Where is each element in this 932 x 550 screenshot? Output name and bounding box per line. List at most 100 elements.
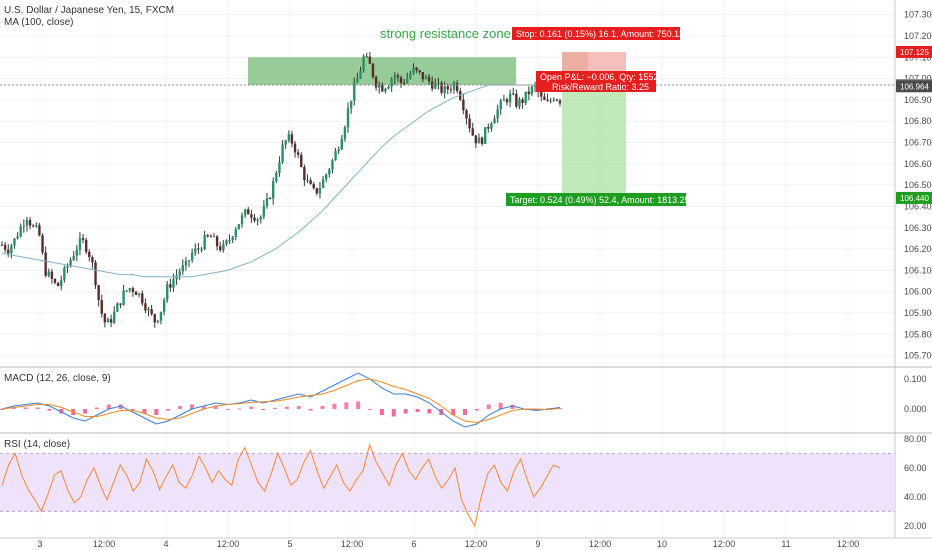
time-tick-label: 4 xyxy=(163,539,168,549)
candle-body xyxy=(499,100,502,110)
candle-body xyxy=(346,108,350,128)
time-tick-label: 12:00 xyxy=(589,539,612,549)
price-tick-label: 106.600 xyxy=(904,159,932,169)
candle-body xyxy=(44,252,47,276)
macd-bar xyxy=(379,409,384,415)
price-badge-label: 107.125 xyxy=(900,48,929,57)
price-pane[interactable] xyxy=(0,0,895,366)
time-tick-label: 12:00 xyxy=(837,539,860,549)
ma-line xyxy=(1,84,560,278)
candle-body xyxy=(415,67,418,71)
price-tick-label: 107.200 xyxy=(904,31,932,41)
candle-body xyxy=(31,225,35,227)
candle-body xyxy=(421,72,425,80)
candle-body xyxy=(487,126,490,129)
candle-body xyxy=(203,235,206,250)
candle-body xyxy=(530,86,534,95)
time-tick-label: 5 xyxy=(287,539,292,549)
time-axis[interactable]: 3 12:00 4 12:00 5 12:00 6 12:00 9 12:00 10 12:00 11 1… xyxy=(37,539,859,549)
candle-body xyxy=(247,209,250,215)
target-label-bg xyxy=(506,193,686,206)
candle-body xyxy=(137,293,141,295)
candle-body xyxy=(377,84,381,88)
candle-body xyxy=(518,99,521,107)
rsi-tick-label: 40.00 xyxy=(904,492,927,502)
candle-body xyxy=(0,244,4,246)
macd-bar xyxy=(451,409,456,415)
stop-label[interactable]: Stop: 0.161 (0.15%) 16.1, Amount: 750.13 xyxy=(516,29,684,39)
candle-body xyxy=(328,169,331,175)
macd-legend[interactable]: MACD (12, 26, close, 9) xyxy=(4,373,111,384)
macd-bar xyxy=(106,404,111,409)
candle-body xyxy=(144,303,147,311)
time-tick-label: 10 xyxy=(657,539,667,549)
candle-body xyxy=(50,271,54,279)
macd-tick-label: 0.000 xyxy=(904,404,927,414)
candle-body xyxy=(483,126,487,144)
candle-body xyxy=(555,99,559,101)
candle-body xyxy=(47,271,50,276)
candle-body xyxy=(508,93,512,103)
candle-body xyxy=(19,226,22,237)
price-axis[interactable]: 107.300107.200107.100107.000106.900106.8… xyxy=(904,10,932,361)
candle-body xyxy=(243,209,247,216)
candle-body xyxy=(365,56,368,58)
macd-bar xyxy=(225,409,230,410)
candle-body xyxy=(371,63,375,77)
candle-body xyxy=(219,246,222,251)
rsi-axis[interactable]: 80.00 60.00 40.00 20.00 xyxy=(904,434,927,531)
candle-body xyxy=(490,123,493,129)
price-tick-label: 106.900 xyxy=(904,95,932,105)
price-badge-bg xyxy=(896,191,932,204)
candle-body xyxy=(91,257,94,263)
candle-body xyxy=(94,262,97,286)
macd-bar xyxy=(178,406,183,409)
price-badge: 106.440 xyxy=(896,191,932,204)
rsi-legend[interactable]: RSI (14, close) xyxy=(4,439,70,450)
macd-histogram xyxy=(0,401,562,417)
candle-body xyxy=(253,217,256,221)
macd-bar xyxy=(284,406,289,409)
candle-body xyxy=(343,127,347,139)
risk-reward-label[interactable]: Risk/Reward Ratio: 3.25 xyxy=(552,82,649,92)
candle-body xyxy=(281,144,284,163)
macd-bar xyxy=(463,409,468,415)
macd-axis[interactable]: 0.100 0.000 xyxy=(904,374,927,414)
candle-body xyxy=(427,76,431,82)
candle-body xyxy=(56,282,60,287)
candle-body xyxy=(471,128,474,136)
open-pnl-label[interactable]: Open P&L: −0.006, Qty: 1552 xyxy=(540,72,658,82)
price-tick-label: 106.000 xyxy=(904,287,932,297)
candle-body xyxy=(340,138,343,150)
candle-body xyxy=(88,251,91,258)
candle-body xyxy=(315,188,319,194)
ma-legend[interactable]: MA (100, close) xyxy=(4,17,73,28)
candle-body xyxy=(434,83,437,89)
macd-pane[interactable] xyxy=(0,368,895,432)
symbol-legend[interactable]: U.S. Dollar / Japanese Yen, 15, FXCM xyxy=(4,5,174,16)
candle-body xyxy=(231,237,234,240)
zone-label[interactable]: strong resistance zone xyxy=(380,26,511,41)
candle-body xyxy=(125,290,128,292)
macd-bar xyxy=(356,401,361,409)
time-tick-label: 12:00 xyxy=(713,539,736,549)
macd-bar xyxy=(510,404,515,409)
price-tick-label: 106.400 xyxy=(904,201,932,211)
macd-bar xyxy=(486,404,491,409)
resistance-zone[interactable] xyxy=(248,57,516,85)
candle-body xyxy=(321,179,325,189)
candle-body xyxy=(359,70,362,79)
macd-bar xyxy=(249,406,254,409)
candle-body xyxy=(10,245,13,254)
target-label[interactable]: Target: 0.524 (0.49%) 52.4, Amount: 1813… xyxy=(510,195,690,205)
macd-bar xyxy=(320,406,325,409)
time-tick-label: 9 xyxy=(535,539,540,549)
macd-bar xyxy=(273,407,278,409)
candle-body xyxy=(524,91,527,103)
macd-bar xyxy=(94,407,99,409)
candle-body xyxy=(250,214,253,218)
rsi-tick-label: 20.00 xyxy=(904,521,927,531)
target-area[interactable] xyxy=(562,86,626,198)
candle-body xyxy=(368,56,372,64)
